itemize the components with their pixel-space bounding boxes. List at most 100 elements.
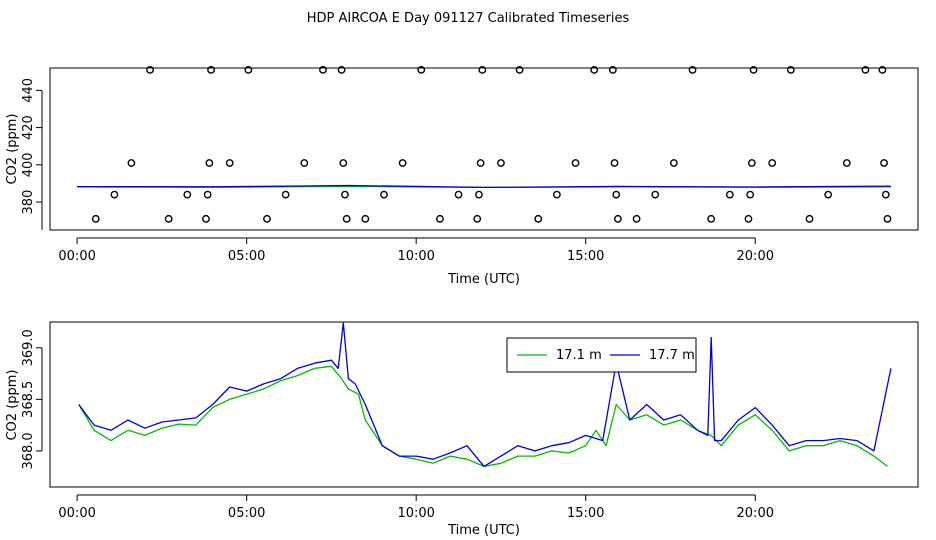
top-plot-frame <box>49 67 919 231</box>
scatter-point <box>497 159 505 167</box>
scatter-point <box>725 190 734 199</box>
scatter-point <box>146 65 154 74</box>
scatter-point <box>880 159 888 167</box>
top-series-line-1 <box>77 184 891 189</box>
top-panel: 00:00 05:00 10:00 15:00 20:00 380 400 420 440 T… <box>5 65 919 287</box>
scatter-point <box>207 65 215 74</box>
scatter-point <box>614 214 622 223</box>
scatter-point <box>744 214 753 223</box>
scatter-point <box>342 214 351 223</box>
scatter-point <box>281 190 290 199</box>
scatter-point <box>164 214 173 223</box>
top-y-tick-label: 440 <box>21 78 36 103</box>
scatter-point <box>608 65 617 74</box>
top-x-tick-label: 05:00 <box>228 249 265 264</box>
top-x-tick-label: 15:00 <box>567 249 604 264</box>
bottom-y-tick-label: 369.0 <box>21 329 36 366</box>
scatter-point <box>203 190 212 199</box>
scatter-point <box>380 190 388 199</box>
bottom-series-line-0 <box>78 365 888 468</box>
bottom-x-tick-label: 20:00 <box>737 506 774 521</box>
bottom-x-axis-label: Time (UTC) <box>447 523 520 538</box>
scatter-point <box>749 65 758 74</box>
scatter-point <box>746 190 755 199</box>
scatter-point <box>590 65 599 74</box>
scatter-point <box>861 65 870 74</box>
scatter-point <box>881 190 890 199</box>
scatter-point <box>436 214 444 223</box>
scatter-point <box>669 159 678 167</box>
scatter-point <box>610 159 619 167</box>
bottom-x-axis: 00:00 05:00 10:00 15:00 20:00 <box>58 494 774 521</box>
scatter-point <box>552 190 561 199</box>
scatter-point <box>244 65 253 74</box>
scatter-point <box>398 159 407 167</box>
top-y-axis: 380 400 420 440 <box>21 78 43 230</box>
scatter-point <box>417 65 426 74</box>
scatter-point <box>805 214 814 223</box>
scatter-point <box>205 159 214 167</box>
bottom-y-tick-label: 368.5 <box>21 381 36 418</box>
legend-box <box>506 337 697 373</box>
top-scatter-points <box>91 65 892 223</box>
bottom-x-tick-label: 10:00 <box>397 506 434 521</box>
scatter-point <box>571 159 580 167</box>
scatter-point <box>319 65 327 74</box>
scatter-point <box>263 214 271 223</box>
scatter-point <box>341 190 349 199</box>
scatter-point <box>337 65 346 74</box>
scatter-point <box>454 190 463 199</box>
top-x-axis-label: Time (UTC) <box>447 272 520 287</box>
scatter-point <box>651 190 660 199</box>
scatter-point <box>707 214 716 223</box>
bottom-x-tick-label: 15:00 <box>567 506 604 521</box>
scatter-point <box>883 214 892 223</box>
scatter-point <box>515 65 524 74</box>
scatter-point <box>475 190 483 199</box>
top-x-tick-label: 10:00 <box>397 249 434 264</box>
scatter-point <box>768 159 777 167</box>
scatter-point <box>747 159 756 167</box>
bottom-panel: 00:00 05:00 10:00 15:00 20:00 368.0 368.5 369.… <box>5 321 919 538</box>
scatter-point <box>612 190 621 199</box>
scatter-point <box>476 159 485 167</box>
scatter-point <box>202 214 210 223</box>
legend-label-17-7m: 17.7 m <box>649 348 695 363</box>
scatter-point <box>786 65 795 74</box>
scatter-point <box>300 159 309 167</box>
scatter-point <box>842 159 851 167</box>
bottom-x-tick-label: 00:00 <box>58 506 95 521</box>
bottom-series-lines <box>78 322 892 468</box>
scatter-point <box>127 159 136 167</box>
bottom-y-axis-label: CO2 (ppm) <box>5 369 20 440</box>
top-x-tick-label: 20:00 <box>737 249 774 264</box>
scatter-point <box>688 65 697 74</box>
bottom-y-tick-label: 368.0 <box>21 432 36 469</box>
top-y-tick-label: 420 <box>21 115 36 140</box>
scatter-point <box>534 214 543 223</box>
bottom-x-tick-label: 05:00 <box>228 506 265 521</box>
scatter-point <box>91 214 100 223</box>
chart-title: HDP AIRCOA E Day 091127 Calibrated Times… <box>307 11 630 26</box>
top-y-tick-label: 380 <box>21 190 36 215</box>
bottom-y-axis: 368.0 368.5 369.0 <box>21 329 43 470</box>
scatter-point <box>824 190 833 199</box>
scatter-point <box>361 214 370 223</box>
scatter-point <box>110 190 119 199</box>
scatter-point <box>473 214 482 223</box>
top-y-tick-label: 400 <box>21 152 36 177</box>
scatter-point <box>478 65 487 74</box>
scatter-point <box>339 159 348 167</box>
scatter-point <box>632 214 641 223</box>
top-y-axis-label: CO2 (ppm) <box>5 113 20 184</box>
legend-label-17-1m: 17.1 m <box>556 348 602 363</box>
bottom-series-line-1 <box>78 322 892 468</box>
scatter-point <box>225 159 234 167</box>
scatter-point <box>878 65 887 74</box>
top-series-lines <box>77 184 891 189</box>
top-x-axis: 00:00 05:00 10:00 15:00 20:00 <box>58 237 774 264</box>
top-x-tick-label: 00:00 <box>58 249 95 264</box>
bottom-plot-frame <box>49 321 919 488</box>
legend: 17.1 m 17.7 m <box>506 337 697 373</box>
